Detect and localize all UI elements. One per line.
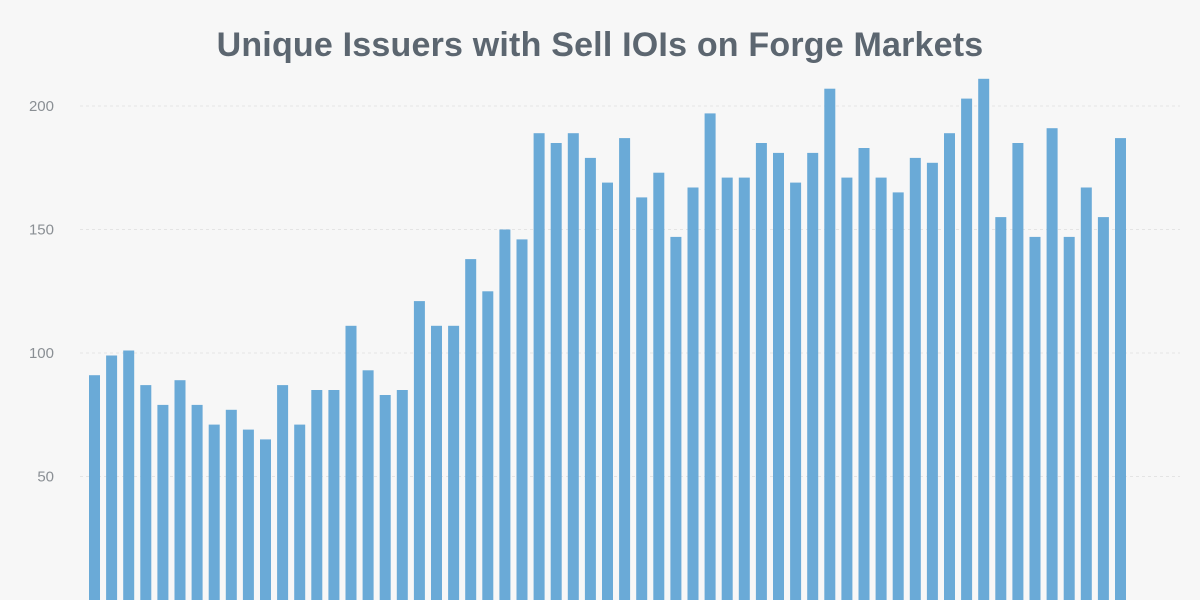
bar-37 <box>704 113 716 600</box>
bar-36 <box>687 187 699 600</box>
bar-7 <box>191 404 203 600</box>
bar-55 <box>1012 143 1024 600</box>
bar-39 <box>738 177 750 600</box>
bar-43 <box>807 152 819 600</box>
bar-44 <box>824 88 836 600</box>
bar-21 <box>431 325 442 600</box>
bar-32 <box>619 138 631 600</box>
y-tick-label-200: 200 <box>29 98 54 115</box>
chart-title: Unique Issuers with Sell IOIs on Forge M… <box>216 26 984 64</box>
bar-27 <box>533 133 545 600</box>
bar-29 <box>567 133 579 600</box>
bar-10 <box>242 429 254 600</box>
bar-30 <box>584 157 596 600</box>
bar-49 <box>909 157 921 600</box>
bar-33 <box>636 197 648 600</box>
bar-20 <box>413 301 425 600</box>
bar-25 <box>499 229 511 600</box>
bar-47 <box>875 177 887 600</box>
y-tick-label-50: 50 <box>37 469 54 486</box>
bar-56 <box>1029 236 1041 600</box>
bar-40 <box>755 143 767 600</box>
bar-35 <box>670 236 682 600</box>
bar-38 <box>721 177 733 600</box>
bar-12 <box>277 385 289 600</box>
bar-13 <box>294 424 306 600</box>
bar-3 <box>123 350 135 600</box>
bar-17 <box>362 370 374 600</box>
bar-51 <box>944 133 955 600</box>
bar-15 <box>328 390 340 600</box>
bar-57 <box>1046 128 1058 600</box>
bar-48 <box>892 192 904 600</box>
bar-23 <box>465 259 477 600</box>
y-tick-label-150: 150 <box>29 222 54 239</box>
bar-11 <box>260 439 271 600</box>
y-tick-label-100: 100 <box>29 345 54 362</box>
bar-41 <box>773 152 784 600</box>
bar-60 <box>1097 217 1109 600</box>
bar-42 <box>790 182 802 600</box>
y-axis-ticks: 50 100 150 200 <box>29 98 54 486</box>
bar-8 <box>208 424 220 600</box>
bar-59 <box>1080 187 1092 600</box>
bar-22 <box>448 325 460 600</box>
bar-34 <box>653 172 665 600</box>
bar-1 <box>89 375 100 600</box>
bar-19 <box>396 390 408 600</box>
bar-4 <box>140 385 152 600</box>
bar-28 <box>550 143 562 600</box>
bar-16 <box>345 325 357 600</box>
bar-series <box>89 78 1126 600</box>
bar-18 <box>379 395 391 600</box>
bar-52 <box>961 98 973 600</box>
bar-46 <box>858 148 870 600</box>
bar-5 <box>157 404 169 600</box>
bar-6 <box>174 380 186 600</box>
bar-14 <box>311 390 323 600</box>
bar-53 <box>978 78 990 600</box>
bar-26 <box>516 239 528 600</box>
bar-61 <box>1115 138 1126 600</box>
bar-54 <box>995 217 1007 600</box>
bar-45 <box>841 177 853 600</box>
bar-31 <box>602 182 613 600</box>
bar-2 <box>106 355 118 600</box>
bar-24 <box>482 291 494 600</box>
bar-50 <box>926 162 938 600</box>
bar-58 <box>1063 236 1075 600</box>
bar-9 <box>225 409 237 600</box>
